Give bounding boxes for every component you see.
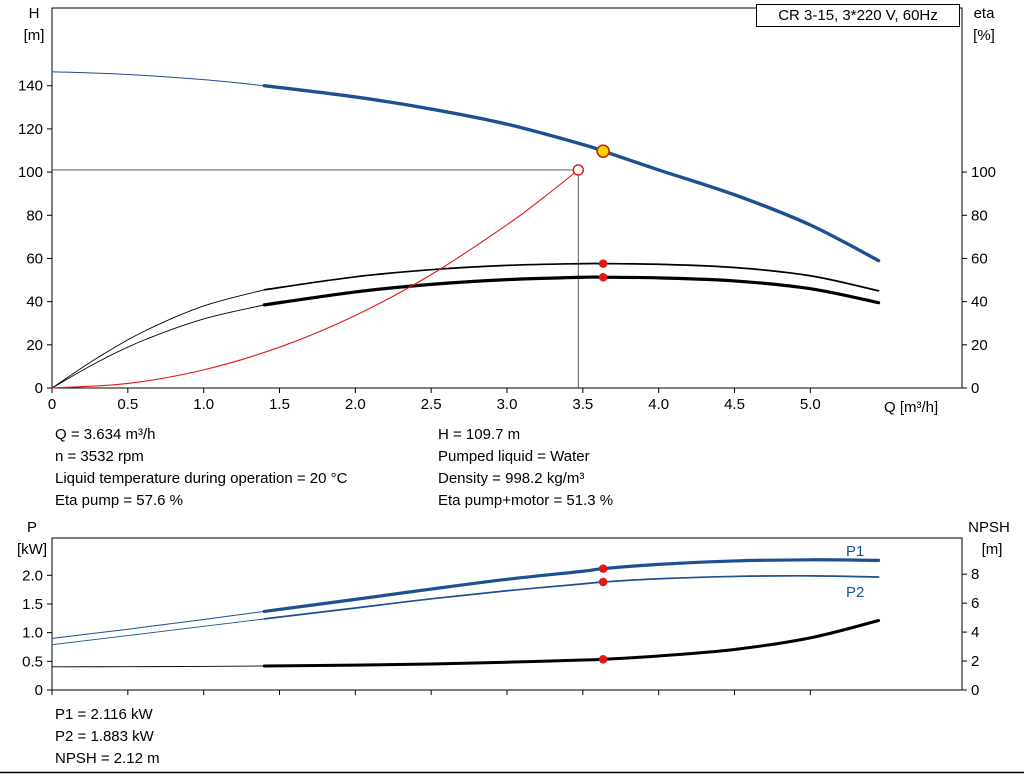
x-tick-label: 4.0 (648, 396, 669, 413)
operating-point (596, 144, 610, 158)
q-axis-label: Q [m³/h] (884, 399, 939, 416)
qh-eta-chart-frame (51, 7, 963, 389)
y-left-tick-label: 60 (26, 250, 43, 267)
npsh-curve (262, 619, 881, 668)
annotation-eta-pump: Eta pump = 57.6 % (55, 492, 183, 509)
y-right-tick-label: 6 (971, 595, 979, 612)
h-axis-title: H (28, 5, 40, 22)
y-right-tick-label: 4 (971, 624, 979, 641)
h-q-curve (262, 84, 881, 263)
eta-pump-motor-curve-thin (51, 304, 265, 389)
x-tick-label: 1.5 (269, 396, 290, 413)
y-left-tick-label: 80 (26, 207, 43, 224)
eta-pump-motor-curve (262, 275, 881, 307)
npsh-axis-title: NPSH (968, 519, 1010, 536)
y-right-tick-label: 100 (971, 164, 996, 181)
annotation-eta-pump-motor: Eta pump+motor = 51.3 % (438, 492, 614, 509)
p2-curve-thin (51, 618, 265, 646)
p1-curve-thin (51, 610, 265, 639)
p2-curve (263, 574, 880, 620)
y-left-tick-label: 140 (18, 78, 43, 95)
annotation-p2: P2 = 1.883 kW (55, 728, 154, 745)
h-axis-unit: [m] (23, 27, 45, 44)
y-right-tick-label: 0 (971, 380, 979, 397)
eta-pump-curve-thin (51, 289, 265, 389)
y-right-tick-label: 40 (971, 294, 988, 311)
y-left-tick-label: 0.5 (22, 653, 43, 670)
y-left-tick-label: 120 (18, 121, 43, 138)
y-right-tick-label: 2 (971, 653, 979, 670)
x-tick-label: 3.5 (572, 396, 593, 413)
y-left-tick-label: 2.0 (22, 567, 43, 584)
h-q-curve-thin (51, 71, 265, 87)
x-tick-label: 3.0 (497, 396, 518, 413)
p2-curve-label: P2 (846, 584, 865, 601)
y-left-tick-label: 1.5 (22, 596, 43, 613)
x-tick-label: 5.0 (800, 396, 821, 413)
p-axis-title: P (26, 519, 37, 536)
p1-curve (262, 558, 881, 614)
x-tick-label: 0.5 (117, 396, 138, 413)
y-left-tick-label: 1.0 (22, 625, 43, 642)
npsh-point (598, 655, 608, 664)
y-left-tick-label: 20 (26, 337, 43, 354)
annotation-npsh: NPSH = 2.12 m (55, 750, 160, 767)
y-right-tick-label: 20 (971, 337, 988, 354)
x-tick-label: 2.5 (421, 396, 442, 413)
y-right-tick-label: 0 (971, 682, 979, 699)
y-left-tick-label: 0 (35, 380, 43, 397)
eta-axis-unit: [%] (973, 27, 995, 44)
annotation-pumped-liquid: Pumped liquid = Water (438, 448, 590, 465)
npsh-curve-thin (51, 665, 265, 668)
p-axis-unit: [kW] (17, 541, 47, 558)
x-tick-label: 2.0 (345, 396, 366, 413)
annotation-rpm: n = 3532 rpm (55, 448, 144, 465)
p1-point (598, 564, 608, 573)
x-tick-label: 1.0 (193, 396, 214, 413)
y-right-tick-label: 80 (971, 207, 988, 224)
y-left-tick-label: 40 (26, 294, 43, 311)
annotation-h: H = 109.7 m (438, 426, 521, 443)
x-tick-label: 0 (48, 396, 56, 413)
npsh-axis-unit: [m] (981, 541, 1003, 558)
annotation-liquid-temp: Liquid temperature during operation = 20… (55, 470, 348, 487)
duty-reference-point (572, 164, 584, 176)
annotation-p1: P1 = 2.116 kW (55, 706, 153, 723)
p2-point (598, 577, 608, 587)
y-left-tick-label: 0 (35, 682, 43, 699)
y-right-tick-label: 8 (971, 566, 979, 583)
eta-pump-point (598, 259, 608, 268)
y-left-tick-label: 100 (18, 164, 43, 181)
eta-pump-motor-point (598, 272, 608, 282)
eta-axis-title: eta (973, 5, 995, 22)
x-tick-label: 4.5 (724, 396, 745, 413)
annotation-q: Q = 3.634 m³/h (55, 426, 156, 443)
annotation-density: Density = 998.2 kg/m³ (438, 470, 585, 487)
system-curve (51, 169, 579, 389)
y-right-tick-label: 60 (971, 250, 988, 267)
eta-pump-curve (263, 262, 880, 292)
pump-model-box: CR 3-15, 3*220 V, 60Hz (756, 4, 960, 27)
p1-curve-label: P1 (846, 543, 865, 560)
